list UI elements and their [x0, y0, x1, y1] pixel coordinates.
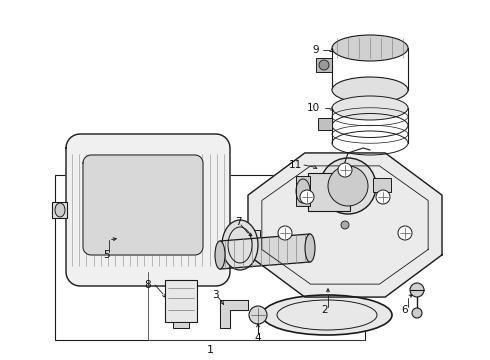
Text: 3: 3 — [212, 290, 219, 300]
Bar — [373, 178, 391, 192]
Ellipse shape — [410, 283, 424, 297]
Ellipse shape — [278, 226, 292, 240]
Bar — [316, 58, 332, 72]
Bar — [240, 230, 260, 260]
Polygon shape — [248, 153, 442, 297]
Ellipse shape — [341, 221, 349, 229]
Ellipse shape — [332, 77, 408, 103]
Polygon shape — [220, 234, 310, 269]
Bar — [55, 175, 365, 340]
Text: 2: 2 — [322, 305, 328, 315]
Ellipse shape — [55, 203, 65, 217]
Ellipse shape — [332, 96, 408, 120]
Ellipse shape — [262, 295, 392, 335]
Ellipse shape — [215, 241, 225, 269]
Text: 8: 8 — [145, 280, 151, 290]
Bar — [318, 118, 332, 130]
Ellipse shape — [305, 234, 315, 262]
Text: 5: 5 — [103, 250, 109, 260]
Polygon shape — [66, 134, 230, 286]
Ellipse shape — [376, 190, 390, 204]
Polygon shape — [83, 155, 203, 255]
Bar — [173, 322, 189, 328]
Bar — [165, 280, 197, 322]
Bar — [52, 202, 67, 218]
Text: 11: 11 — [289, 160, 302, 170]
Text: 10: 10 — [306, 103, 319, 113]
Ellipse shape — [320, 158, 376, 214]
Text: 7: 7 — [235, 217, 241, 227]
Ellipse shape — [328, 166, 368, 206]
Ellipse shape — [300, 190, 314, 204]
Ellipse shape — [319, 60, 329, 70]
Text: 6: 6 — [402, 305, 408, 315]
Text: 9: 9 — [313, 45, 319, 55]
Bar — [296, 176, 310, 206]
Bar — [308, 173, 350, 211]
Ellipse shape — [412, 308, 422, 318]
Text: 1: 1 — [206, 345, 214, 355]
Ellipse shape — [332, 35, 408, 61]
Ellipse shape — [222, 220, 258, 270]
Ellipse shape — [338, 163, 352, 177]
Ellipse shape — [398, 226, 412, 240]
Ellipse shape — [249, 306, 267, 324]
Polygon shape — [220, 300, 248, 328]
Text: 4: 4 — [255, 333, 261, 343]
